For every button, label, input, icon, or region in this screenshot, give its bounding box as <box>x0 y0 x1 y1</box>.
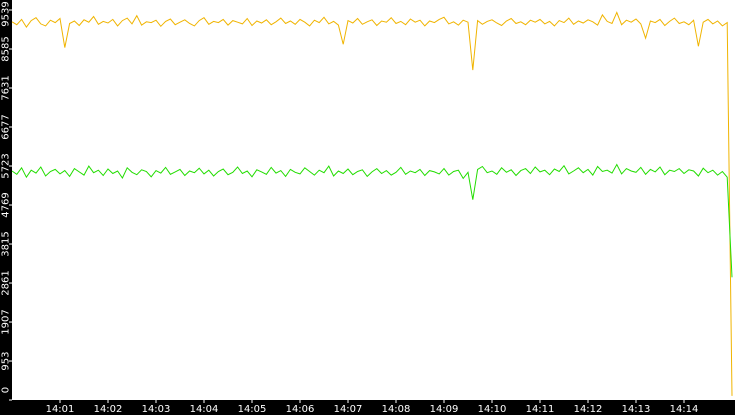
y-tick-label: 7631 <box>1 75 12 100</box>
x-tick-label: 14:07 <box>334 404 363 415</box>
y-tick-label: 0 <box>1 387 12 393</box>
x-tick-label: 14:10 <box>478 404 507 415</box>
y-tick-label: 5723 <box>1 153 12 178</box>
x-tick-label: 14:12 <box>574 404 603 415</box>
x-tick-label: 14:03 <box>142 404 171 415</box>
x-tick-label: 14:01 <box>46 404 75 415</box>
y-axis-strip <box>0 0 12 415</box>
x-tick-label: 14:13 <box>622 404 651 415</box>
x-tick-label: 14:11 <box>526 404 555 415</box>
x-axis-strip <box>0 400 735 415</box>
y-tick-label: 8585 <box>1 36 12 61</box>
y-tick-label: 4769 <box>1 192 12 217</box>
x-tick-label: 14:08 <box>382 404 411 415</box>
y-tick-label: 953 <box>1 351 12 370</box>
x-tick-label: 14:04 <box>190 404 219 415</box>
x-tick-label: 14:06 <box>286 404 315 415</box>
y-tick-label: 6677 <box>1 114 12 139</box>
y-tick-label: 9539 <box>1 1 12 26</box>
series-line <box>11 163 733 278</box>
x-tick-label: 14:09 <box>430 404 459 415</box>
x-tick-label: 14:14 <box>670 404 699 415</box>
y-tick-label: 1907 <box>1 309 12 334</box>
x-tick-label: 14:02 <box>94 404 123 415</box>
series-line <box>11 11 733 396</box>
x-tick-label: 14:05 <box>238 404 267 415</box>
y-tick-label: 2861 <box>1 270 12 295</box>
y-tick-label: 3815 <box>1 231 12 256</box>
